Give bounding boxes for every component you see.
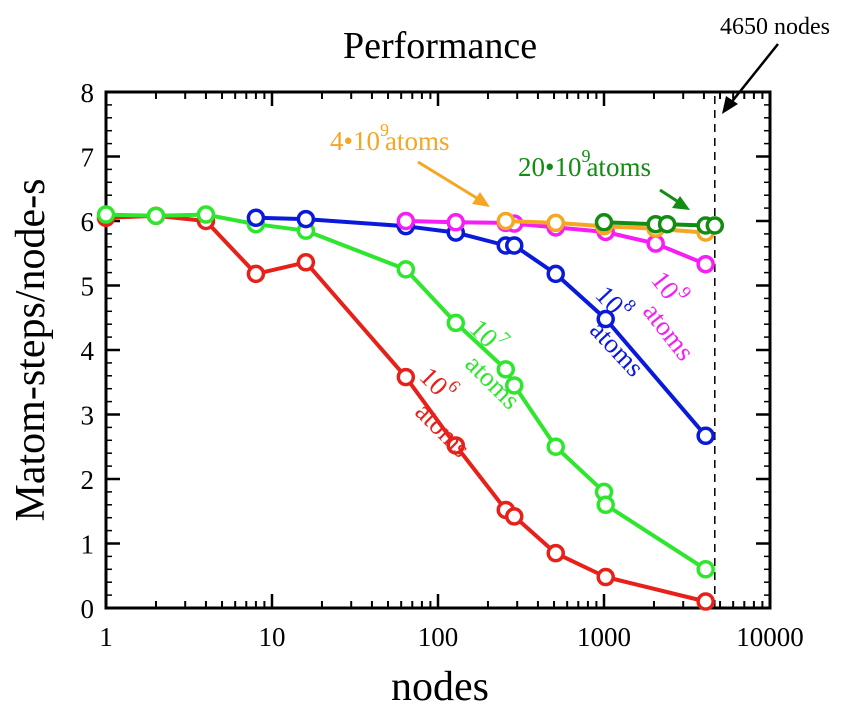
data-point-blue: [246, 208, 266, 228]
data-point-magenta: [396, 211, 416, 231]
data-point-red: [296, 253, 316, 272]
reference-arrow: [722, 43, 779, 114]
y-tick-label: 5: [81, 272, 95, 302]
x-tick-label: 1000: [577, 622, 631, 652]
data-point-red: [396, 367, 416, 387]
data-point-green: [196, 205, 216, 224]
chart-title: Performance: [343, 25, 537, 67]
series-label-2e10-atoms: 20•109atoms: [518, 146, 651, 182]
series-label-unit: atoms: [410, 396, 477, 463]
data-point-red: [505, 507, 524, 526]
series-layer: [96, 205, 725, 611]
data-point-darkgreen: [594, 213, 614, 232]
series-label-main: 20•10: [518, 152, 581, 182]
series-label-unit: atoms: [385, 126, 450, 156]
reference-line-label: 4650 nodes: [720, 14, 830, 40]
y-tick-label: 7: [81, 143, 95, 173]
data-point-green: [446, 313, 466, 333]
data-point-red: [696, 592, 715, 611]
data-point-red: [246, 264, 266, 284]
x-tick-label: 10000: [736, 622, 804, 652]
data-point-blue: [696, 426, 715, 446]
data-point-blue: [505, 236, 524, 255]
data-point-green: [696, 560, 715, 579]
data-point-green: [396, 260, 416, 279]
series-label-unit: atoms: [637, 297, 700, 366]
data-point-green: [96, 205, 116, 224]
svg-text:20•109atoms: 20•109atoms: [518, 146, 651, 182]
x-tick-label: 100: [418, 622, 459, 652]
y-tick-label: 1: [81, 530, 95, 560]
y-axis-ticks: [106, 90, 770, 610]
svg-text:4•109atoms: 4•109atoms: [330, 120, 449, 156]
y-tick-label: 6: [81, 207, 95, 237]
arrow-2e10-atoms: [659, 188, 690, 210]
x-tick-label: 10: [259, 622, 286, 652]
data-point-red: [596, 567, 615, 587]
series-label-main: 10: [590, 280, 630, 320]
data-point-red: [546, 543, 565, 563]
y-axis-tick-labels: 0 1 2 3 4 5 6 7 8: [81, 78, 95, 624]
y-tick-label: 0: [81, 594, 95, 624]
x-axis-title: nodes: [391, 664, 489, 708]
data-point-magenta: [696, 254, 715, 274]
data-point-green: [146, 206, 166, 226]
data-point-red: [446, 436, 466, 455]
series-darkgreen: [594, 213, 725, 235]
data-point-green: [496, 360, 516, 379]
x-axis-tick-labels: 1 10 100 1000 10000: [99, 622, 804, 652]
x-tick-label: 1: [99, 622, 113, 652]
series-label-4e9-atoms: 4•109atoms: [330, 120, 449, 156]
y-tick-label: 8: [81, 78, 95, 108]
series-blue: [246, 208, 715, 446]
data-point-magenta: [446, 213, 466, 232]
arrow-4e9-atoms: [417, 160, 490, 207]
data-point-green: [505, 376, 524, 395]
data-point-green: [546, 437, 565, 456]
series-label-unit: atoms: [586, 152, 651, 182]
series-label-unit: atoms: [584, 315, 650, 383]
data-point-blue: [546, 264, 565, 284]
series-label-exponent: 9: [581, 146, 590, 166]
data-point-darkgreen: [705, 216, 725, 235]
series-label-exponent: 9: [380, 120, 389, 140]
data-point-magenta: [646, 234, 665, 253]
series-green: [96, 205, 715, 579]
data-point-orange: [546, 213, 565, 233]
y-tick-label: 2: [81, 465, 95, 495]
data-point-orange: [496, 211, 516, 231]
y-tick-label: 4: [81, 336, 95, 366]
data-point-green: [596, 495, 615, 515]
data-point-darkgreen: [657, 214, 677, 234]
data-point-blue: [296, 209, 316, 229]
y-axis-title: Matom-steps/node-s: [8, 179, 54, 522]
y-tick-label: 3: [81, 401, 95, 431]
series-label-main: 4•10: [330, 126, 380, 156]
data-point-blue: [596, 309, 615, 329]
series-label-main: 10: [464, 313, 504, 353]
